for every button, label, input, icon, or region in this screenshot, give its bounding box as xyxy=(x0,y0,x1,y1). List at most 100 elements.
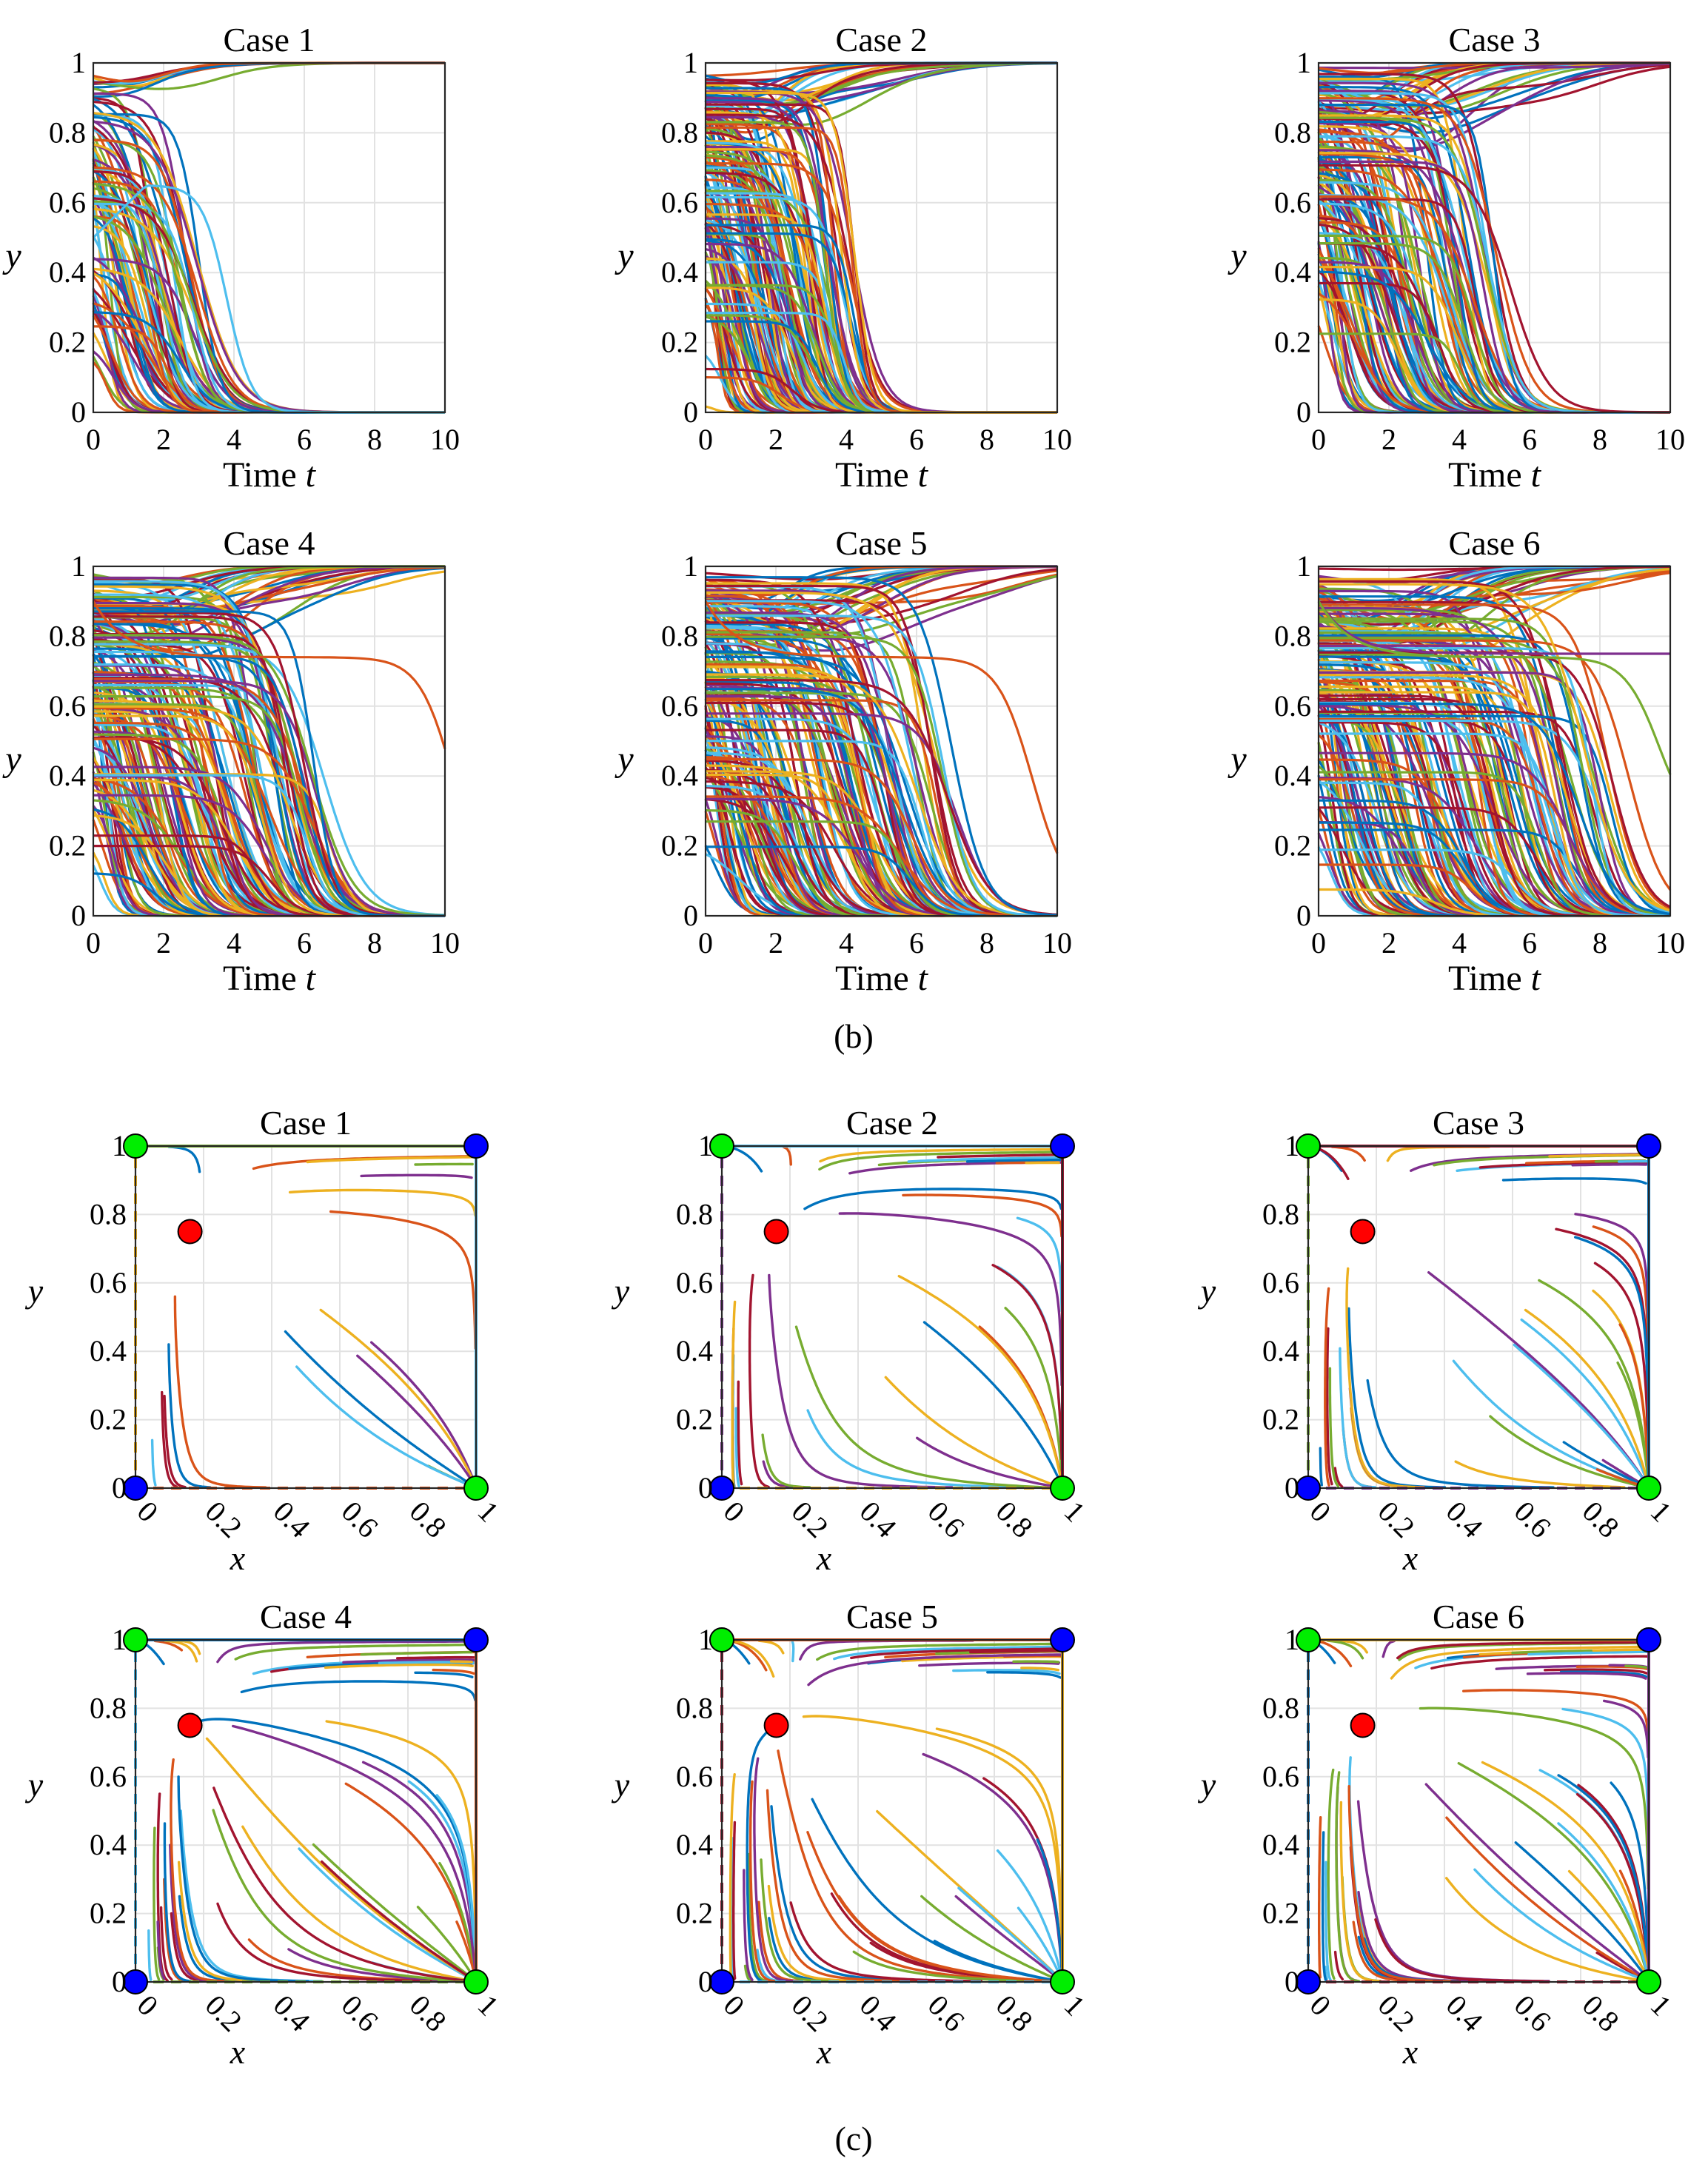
trajectory xyxy=(159,1906,173,1981)
trajectory xyxy=(933,1940,1060,1983)
y-tick-label: 0 xyxy=(1296,899,1311,932)
x-tick-label: 2 xyxy=(156,423,171,456)
series-line-down xyxy=(1319,583,1671,912)
x-tick-label: 0 xyxy=(1311,926,1326,959)
trajectory xyxy=(818,1151,1060,1171)
trajectory xyxy=(455,1920,477,1977)
x-tick-label: 0 xyxy=(698,423,713,456)
y-tick-label: 0.4 xyxy=(661,255,698,289)
x-tick-label: 4 xyxy=(1452,926,1467,959)
trajectory xyxy=(743,1869,754,1981)
trajectory xyxy=(1315,1146,1350,1180)
y-tick-label: 0.2 xyxy=(1262,1403,1299,1436)
trajectory xyxy=(1514,1841,1648,1980)
chart-title: Case 5 xyxy=(846,1598,938,1635)
trajectory xyxy=(1318,1816,1322,1979)
y-axis-label: y xyxy=(1198,1272,1216,1310)
x-axis-label: Time t xyxy=(835,455,929,495)
y-tick-label: 0.8 xyxy=(1274,619,1311,652)
series-line-down xyxy=(1319,600,1671,917)
y-tick-label: 1 xyxy=(683,549,698,583)
trajectory xyxy=(150,1438,157,1487)
chart-title: Case 4 xyxy=(224,524,315,562)
trajectory xyxy=(731,1300,737,1488)
axes-box xyxy=(704,61,1059,414)
trajectory xyxy=(1489,1415,1647,1489)
equilibrium-point xyxy=(763,1712,789,1738)
x-tick-label: 0 xyxy=(86,926,101,959)
y-tick-label: 0 xyxy=(1285,1471,1299,1504)
trajectory xyxy=(907,1156,1061,1163)
trajectory xyxy=(163,1822,192,1983)
trajectory xyxy=(748,1780,776,1983)
trajectory xyxy=(806,1831,1053,1983)
trajectory xyxy=(167,1343,212,1489)
equilibrium-point xyxy=(1636,1476,1661,1501)
trajectory xyxy=(762,1460,796,1489)
x-tick-label: 0 xyxy=(698,926,713,959)
equilibrium-point xyxy=(1050,1627,1075,1652)
y-axis-label: y xyxy=(614,740,634,779)
y-tick-label: 0 xyxy=(698,1471,713,1504)
trajectory xyxy=(177,1860,276,1983)
series-line-up xyxy=(1318,65,1671,114)
series-group xyxy=(704,61,1058,414)
trajectory xyxy=(342,1658,476,1664)
y-tick-label: 0.8 xyxy=(661,115,698,149)
equilibrium-point xyxy=(123,1133,148,1159)
trajectory xyxy=(760,1858,831,1983)
trajectory xyxy=(1347,1785,1452,1983)
axes-box xyxy=(1317,61,1672,414)
trajectory xyxy=(1345,1267,1425,1489)
trajectory xyxy=(1567,1869,1648,1978)
trajectory xyxy=(918,1661,1060,1667)
x-tick-label: 4 xyxy=(839,423,854,456)
trajectory xyxy=(748,1273,770,1489)
x-tick-label: 0.6 xyxy=(335,1495,385,1544)
trajectory xyxy=(173,1295,267,1489)
trajectory xyxy=(344,1782,477,1978)
x-tick-label: 6 xyxy=(1522,926,1537,959)
trajectory xyxy=(1557,1774,1650,1968)
y-tick-label: 0.4 xyxy=(90,1334,127,1367)
trajectory xyxy=(986,1671,1062,1679)
trajectory xyxy=(850,1647,1061,1660)
series-line-down xyxy=(93,634,446,917)
x-tick-label: 2 xyxy=(156,926,171,959)
axes-box xyxy=(1307,1145,1650,1490)
x-tick-label: 8 xyxy=(1593,423,1607,456)
x-tick-label: 8 xyxy=(1593,926,1607,959)
chart-title: Case 4 xyxy=(260,1598,352,1635)
y-tick-label: 0.6 xyxy=(90,1266,127,1299)
trajectory xyxy=(1330,1145,1366,1162)
y-tick-label: 0.6 xyxy=(1262,1760,1299,1793)
x-tick-label: 8 xyxy=(979,926,994,959)
timeseries-panel-4: 0 2 4 6 8 10 0 0.2 0.4 0.6 0.8 1 Case 4 Time t y xyxy=(1,524,460,998)
chart-title: Case 2 xyxy=(836,21,928,58)
trajectory xyxy=(937,1153,1062,1159)
trajectory xyxy=(163,1394,187,1489)
trajectory xyxy=(240,1680,477,1702)
y-tick-label: 0 xyxy=(698,1965,713,1998)
y-tick-label: 0.8 xyxy=(90,1691,127,1724)
series-line-slow xyxy=(92,600,446,749)
x-tick-label: 0.8 xyxy=(1576,1495,1626,1544)
panel-label-b: (b) xyxy=(834,1017,874,1055)
equilibrium-point xyxy=(1296,1969,1321,1994)
x-tick-label: 0.4 xyxy=(854,1495,903,1544)
trajectory xyxy=(734,1407,740,1487)
trajectory xyxy=(1017,1906,1062,1980)
equilibrium-point xyxy=(709,1969,734,1994)
axes-box xyxy=(1317,565,1672,917)
y-tick-label: 0.4 xyxy=(1262,1828,1299,1861)
y-tick-label: 0.2 xyxy=(661,326,698,359)
series-group xyxy=(1317,565,1672,917)
series-line-slow xyxy=(704,600,1059,854)
trajectory xyxy=(935,1727,1063,1937)
series-line-up xyxy=(93,61,445,83)
y-tick-label: 0.2 xyxy=(49,829,86,863)
x-tick-label: 4 xyxy=(227,926,241,959)
trajectory xyxy=(161,1390,178,1489)
trajectory xyxy=(803,1188,1062,1210)
x-tick-label: 10 xyxy=(1042,423,1072,456)
